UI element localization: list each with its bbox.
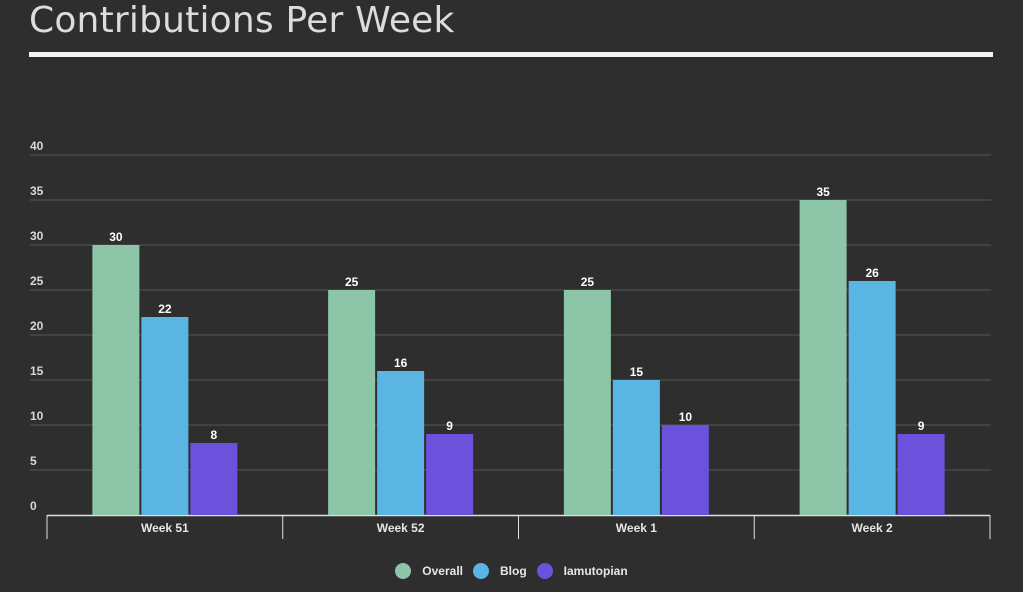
bar [799, 200, 847, 515]
legend-item-overall[interactable]: Overall [395, 563, 463, 579]
legend-item-iamutopian[interactable]: Iamutopian [536, 563, 628, 579]
x-tick-label: Week 52 [377, 521, 425, 535]
y-tick-label: 0 [30, 499, 37, 513]
data-label: 25 [345, 275, 359, 289]
data-label: 8 [211, 428, 218, 442]
bar [190, 443, 238, 515]
y-tick-label: 40 [30, 139, 44, 153]
legend-label-iamutopian: Iamutopian [563, 564, 628, 578]
y-tick-label: 20 [30, 319, 44, 333]
data-label: 35 [816, 185, 830, 199]
y-tick-label: 35 [30, 184, 44, 198]
legend-swatch-iamutopian [536, 563, 553, 579]
bar [328, 290, 376, 515]
y-tick-label: 30 [30, 229, 44, 243]
title-underline [29, 52, 993, 57]
bar [612, 380, 660, 515]
data-label: 15 [630, 365, 644, 379]
bar [661, 425, 709, 515]
data-label: 9 [918, 419, 925, 433]
data-label: 26 [865, 266, 879, 280]
chart-title: Contributions Per Week [29, 0, 455, 41]
bar [92, 245, 140, 515]
bar [897, 434, 945, 515]
y-tick-label: 15 [30, 364, 44, 378]
data-label: 22 [158, 302, 172, 316]
bar [377, 371, 425, 515]
data-label: 10 [679, 410, 693, 424]
bar [426, 434, 474, 515]
y-tick-label: 25 [30, 274, 44, 288]
y-tick-label: 10 [30, 409, 44, 423]
x-tick-label: Week 51 [141, 521, 189, 535]
x-tick-label: Week 1 [616, 521, 657, 535]
data-label: 16 [394, 356, 408, 370]
data-label: 9 [446, 419, 453, 433]
legend-item-blog[interactable]: Blog [473, 563, 527, 579]
bar-chart: 0 5 10 15 20 25 30 35 40 30 22 8 Week 51 25 16 9 Week 52… [30, 139, 991, 539]
legend-swatch-blog [473, 563, 489, 579]
bar [141, 317, 189, 515]
x-tick-label: Week 2 [852, 521, 893, 535]
bar [563, 290, 611, 515]
legend-label-blog: Blog [500, 564, 527, 578]
bar [848, 281, 896, 515]
legend-label-overall: Overall [422, 564, 463, 578]
y-tick-label: 5 [30, 454, 37, 468]
data-label: 25 [581, 275, 595, 289]
data-label: 30 [109, 230, 123, 244]
legend: Overall Blog Iamutopian [0, 563, 1023, 579]
legend-swatch-overall [395, 563, 412, 579]
